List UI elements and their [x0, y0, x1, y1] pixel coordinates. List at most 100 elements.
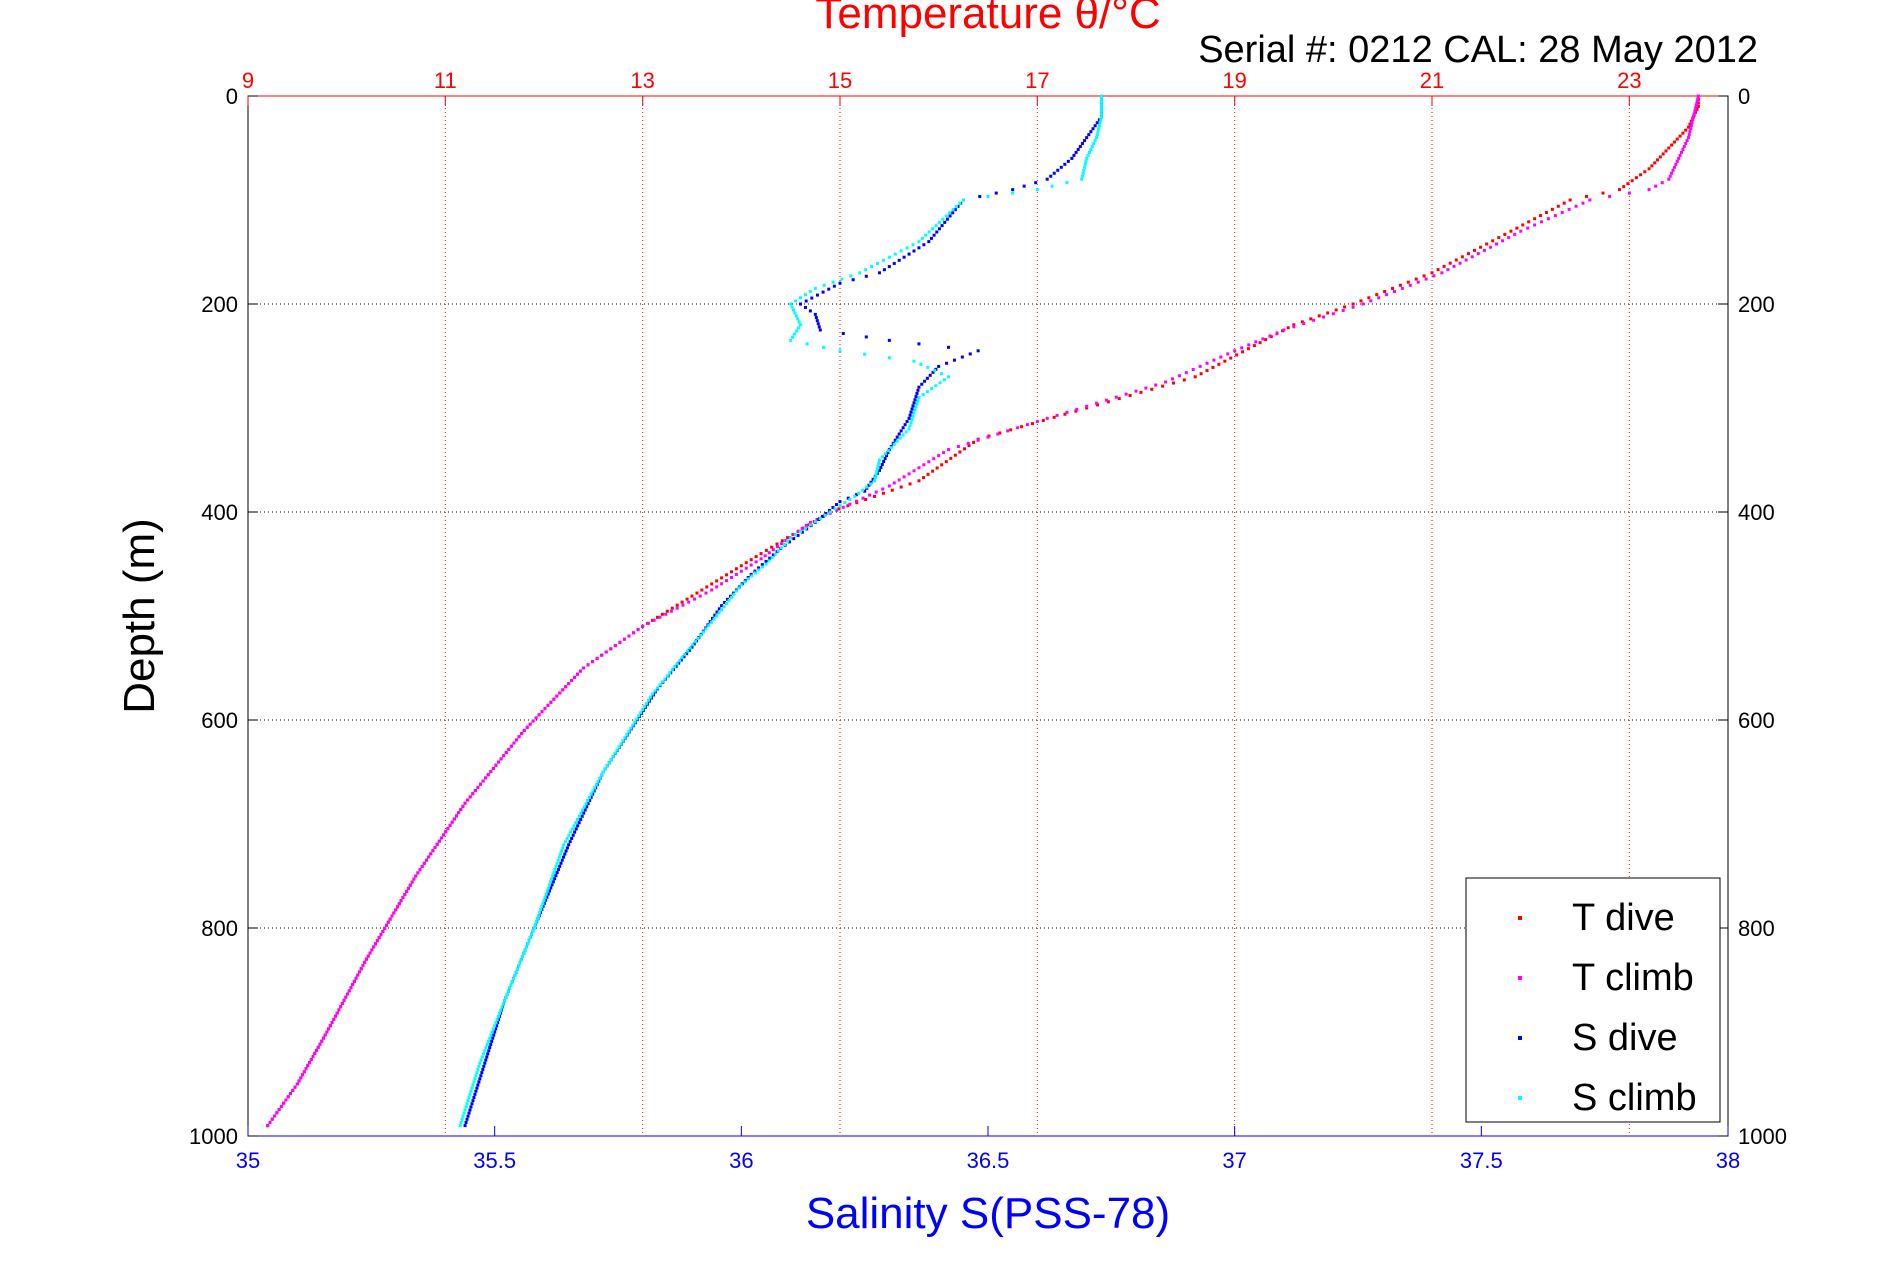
data-point — [796, 533, 800, 537]
data-point — [1292, 323, 1296, 327]
data-point — [534, 920, 538, 924]
data-point — [917, 240, 921, 244]
data-point — [472, 1096, 476, 1100]
data-point — [1075, 407, 1079, 411]
data-point — [799, 302, 803, 306]
data-point — [1671, 168, 1675, 172]
data-point — [1258, 341, 1262, 345]
data-point — [1670, 143, 1674, 147]
data-point — [478, 1077, 482, 1081]
data-point — [605, 764, 609, 768]
data-point — [940, 463, 944, 467]
data-point — [655, 686, 659, 690]
data-point — [1099, 118, 1103, 122]
data-point — [613, 644, 617, 648]
data-point — [584, 802, 588, 806]
data-point — [1343, 305, 1347, 309]
data-point — [1679, 150, 1683, 154]
data-point — [1678, 153, 1682, 157]
data-point — [1083, 139, 1087, 143]
temperature-tick-label: 19 — [1222, 68, 1246, 93]
data-point — [1302, 322, 1306, 325]
data-point — [491, 766, 495, 770]
data-point — [1692, 112, 1696, 116]
data-point — [907, 427, 911, 431]
data-point — [377, 936, 381, 940]
data-point — [593, 786, 597, 790]
salinity-tick-label: 35 — [236, 1148, 260, 1173]
data-point — [567, 833, 571, 837]
data-point — [917, 385, 921, 389]
data-point — [466, 1099, 470, 1103]
data-point — [465, 1117, 469, 1121]
data-point — [831, 506, 835, 510]
data-point — [480, 1055, 484, 1059]
depth-tick-label-left: 400 — [201, 500, 238, 525]
data-point — [454, 814, 458, 818]
data-point — [808, 309, 812, 313]
data-point — [673, 665, 677, 669]
data-point — [743, 580, 747, 584]
data-point — [704, 627, 708, 631]
data-point — [1226, 352, 1230, 356]
data-point — [469, 1089, 473, 1093]
data-point — [1359, 299, 1363, 303]
data-point — [1097, 127, 1101, 131]
data-point — [611, 754, 615, 758]
data-point — [337, 1008, 341, 1012]
data-point — [880, 462, 884, 466]
data-point — [1656, 158, 1660, 162]
data-point — [665, 609, 669, 613]
data-point — [1099, 103, 1103, 107]
data-point — [749, 558, 753, 562]
data-point — [1117, 397, 1121, 401]
data-point — [791, 335, 795, 339]
data-point — [518, 961, 522, 965]
data-point — [892, 442, 896, 446]
data-point — [563, 852, 567, 856]
data-point — [1689, 127, 1693, 131]
data-point — [699, 633, 703, 637]
data-point — [934, 224, 938, 228]
data-point — [911, 404, 915, 408]
data-point — [651, 692, 655, 696]
data-point — [537, 914, 541, 918]
data-point — [604, 650, 608, 654]
data-point — [715, 585, 719, 589]
data-point — [835, 508, 839, 512]
data-point — [1696, 97, 1700, 101]
data-point — [1672, 165, 1676, 169]
data-point — [976, 349, 980, 353]
legend-marker-t-dive — [1518, 916, 1522, 920]
data-point — [444, 830, 448, 834]
data-point — [908, 424, 912, 428]
data-point — [1144, 386, 1148, 390]
data-point — [864, 274, 868, 278]
data-point — [609, 647, 613, 651]
data-point — [1240, 346, 1244, 350]
data-point — [881, 258, 885, 262]
data-point — [567, 843, 571, 847]
data-point — [994, 191, 998, 195]
data-point — [460, 1117, 464, 1121]
data-point — [873, 494, 877, 498]
data-point — [549, 886, 553, 890]
data-point — [1041, 418, 1045, 422]
data-point — [1667, 177, 1671, 181]
data-point — [1383, 290, 1387, 294]
data-point — [915, 391, 919, 395]
data-point — [729, 595, 733, 599]
data-point — [1093, 139, 1097, 143]
data-point — [553, 877, 557, 881]
data-point — [828, 510, 832, 514]
data-point — [908, 413, 912, 417]
data-point — [685, 597, 689, 601]
data-point — [920, 236, 924, 240]
data-point — [1585, 195, 1589, 199]
data-point — [972, 440, 976, 444]
data-point — [520, 732, 524, 736]
data-point — [594, 783, 598, 787]
data-point — [527, 939, 531, 943]
data-point — [613, 751, 617, 755]
data-point — [1660, 181, 1664, 185]
